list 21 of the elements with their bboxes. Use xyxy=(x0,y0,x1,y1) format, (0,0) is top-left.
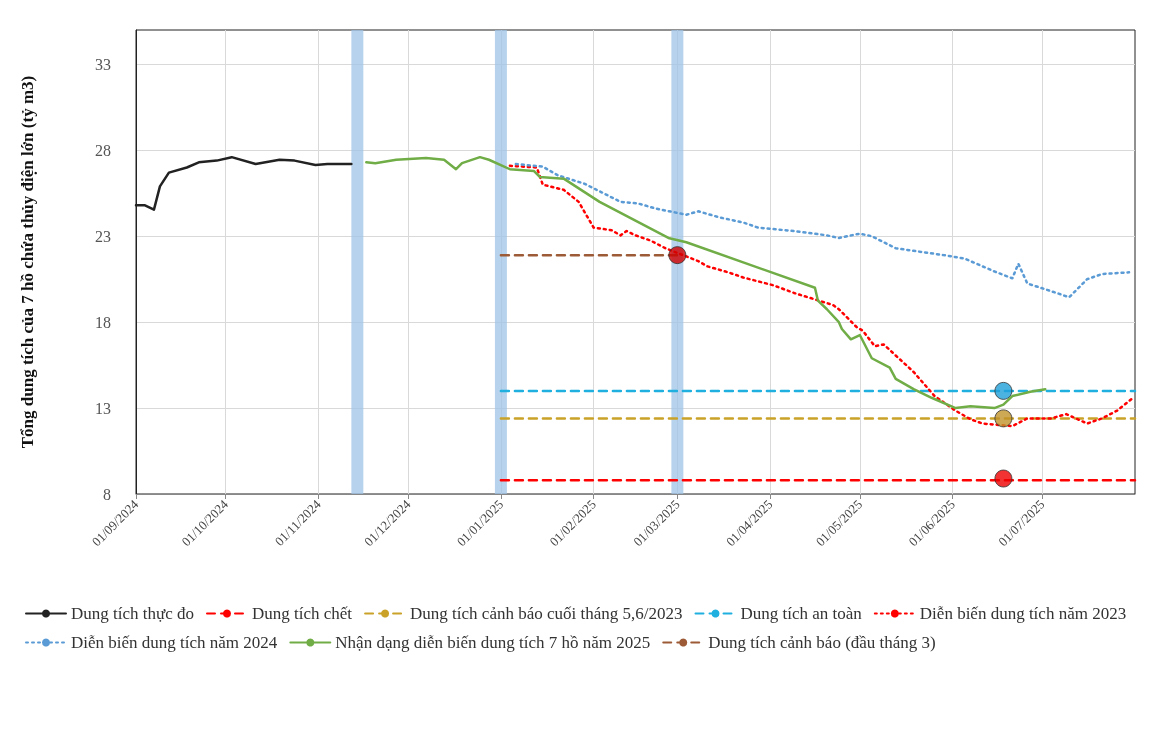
y-tick-label: 28 xyxy=(95,141,111,159)
legend-label: Diễn biến dung tích năm 2024 xyxy=(71,633,278,652)
legend-label: Dung tích an toàn xyxy=(740,604,863,623)
y-tick-label: 13 xyxy=(95,399,111,417)
legend-label: Diễn biến dung tích năm 2023 xyxy=(919,604,1127,623)
legend-label: Dung tích thực đo xyxy=(71,604,195,623)
legend-label: Dung tích chết xyxy=(252,604,353,623)
y-tick-label: 33 xyxy=(95,55,111,73)
line-series xyxy=(514,162,1131,299)
point xyxy=(994,381,1013,400)
point xyxy=(668,246,687,265)
y-tick-label: 8 xyxy=(103,485,111,503)
legend-label: Dung tích cảnh báo cuối tháng 5,6/2023 xyxy=(410,604,683,623)
legend-label: Nhận dạng diễn biến dung tích 7 hồ năm 2025 xyxy=(335,633,651,652)
line-series xyxy=(508,164,1134,428)
legend-label: Dung tích cảnh báo (đầu tháng 3) xyxy=(708,633,936,652)
y-tick-label: 23 xyxy=(95,227,111,245)
point xyxy=(994,409,1013,428)
y-axis-title: Tổng dung tích của 7 hồ chứa thủy điện lớn (tỷ m3) xyxy=(18,75,37,449)
point xyxy=(994,469,1013,488)
y-tick-label: 18 xyxy=(95,313,111,331)
